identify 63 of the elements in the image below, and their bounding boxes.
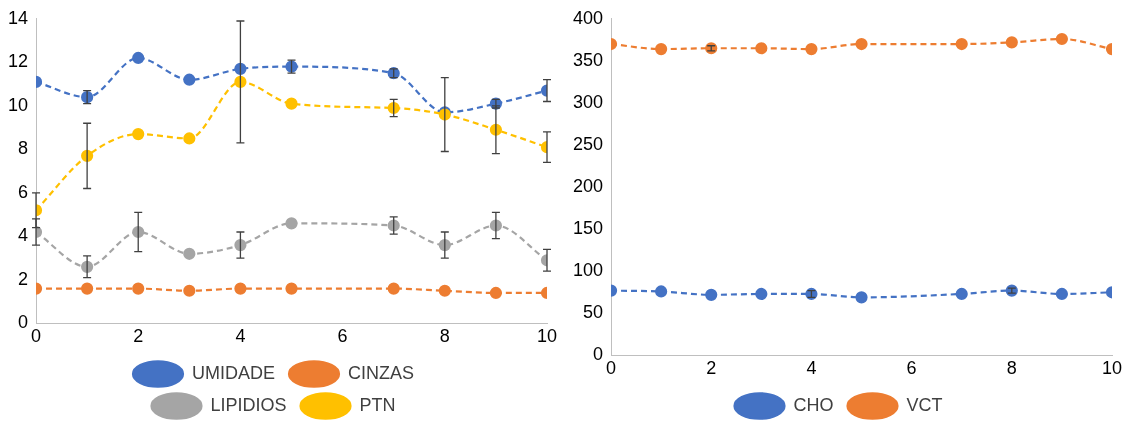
- y-tick-label: 6: [18, 181, 29, 202]
- x-tick-label: 4: [235, 326, 246, 347]
- point: [234, 282, 247, 295]
- point: [855, 291, 868, 304]
- legend-label: CINZAS: [348, 362, 415, 383]
- point: [655, 42, 668, 56]
- x-tick-label: 0: [606, 358, 617, 379]
- x-tick-label: 8: [439, 326, 450, 347]
- point: [387, 282, 400, 295]
- point: [705, 288, 718, 301]
- y-tick-label: 100: [572, 260, 604, 281]
- point: [755, 287, 768, 301]
- y-tick-label: 350: [572, 49, 604, 70]
- legend-label: UMIDADE: [192, 362, 276, 383]
- x-tick-label: 4: [806, 358, 817, 379]
- y-tick-label: 200: [572, 176, 604, 197]
- point: [1005, 36, 1018, 49]
- point: [183, 132, 196, 145]
- y-tick-label: 150: [572, 218, 604, 239]
- legend-label: PTN: [359, 394, 396, 415]
- legend-label: CHO: [793, 394, 834, 415]
- legend-label: VCT: [906, 394, 943, 415]
- point: [285, 282, 298, 295]
- point: [655, 285, 668, 298]
- x-tick-label: 8: [1006, 358, 1017, 379]
- y-tick-label: 10: [7, 94, 29, 115]
- point: [132, 128, 145, 141]
- point: [1055, 287, 1068, 301]
- x-tick-label: 10: [1101, 358, 1123, 379]
- x-tick-label: 6: [906, 358, 917, 379]
- y-tick-label: 250: [572, 133, 604, 154]
- point: [285, 97, 298, 110]
- legend-label: LIPIDIOS: [210, 394, 287, 415]
- point: [855, 37, 868, 51]
- point: [955, 37, 968, 51]
- point: [1055, 32, 1068, 46]
- y-tick-label: 0: [18, 312, 29, 333]
- point: [183, 284, 196, 297]
- point: [285, 217, 298, 230]
- y-tick-label: 50: [583, 302, 604, 323]
- y-tick-label: 300: [572, 91, 604, 112]
- point: [805, 42, 818, 56]
- point: [81, 282, 94, 295]
- y-tick-label: 2: [18, 268, 29, 289]
- point: [489, 286, 502, 300]
- y-tick-label: 14: [7, 7, 29, 28]
- point: [438, 284, 451, 297]
- point: [132, 51, 145, 65]
- y-tick-label: 0: [593, 344, 604, 365]
- y-tick-label: 400: [572, 7, 604, 28]
- x-tick-label: 10: [536, 326, 558, 347]
- y-tick-label: 12: [7, 51, 29, 72]
- point: [183, 247, 196, 260]
- x-tick-label: 2: [133, 326, 144, 347]
- point: [755, 42, 768, 55]
- x-tick-label: 0: [31, 326, 42, 347]
- x-tick-label: 6: [337, 326, 348, 347]
- point: [132, 282, 145, 295]
- point: [183, 73, 196, 86]
- point: [955, 287, 968, 301]
- y-tick-label: 4: [18, 225, 29, 246]
- y-tick-label: 8: [18, 138, 29, 159]
- x-tick-label: 2: [706, 358, 717, 379]
